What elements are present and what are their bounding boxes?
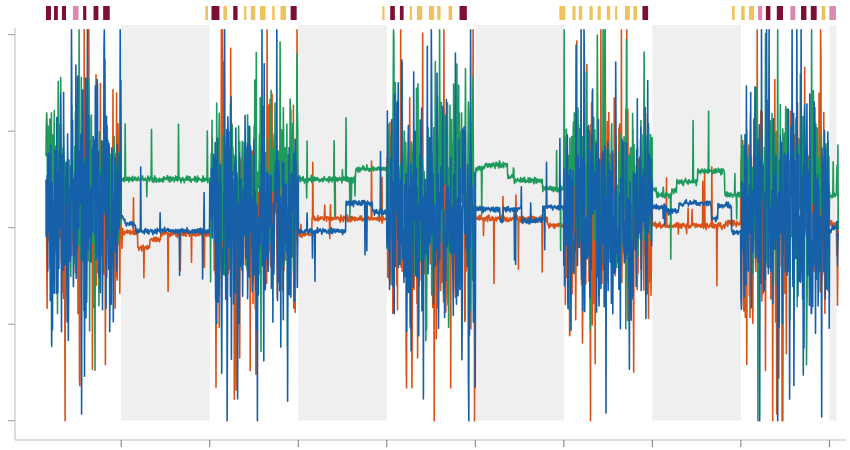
- event-bar: [758, 6, 763, 20]
- event-bar: [54, 6, 58, 20]
- event-bar: [205, 6, 209, 20]
- event-bar: [399, 6, 404, 20]
- event-bar: [633, 6, 638, 20]
- event-bars: [45, 6, 836, 20]
- event-bar: [578, 6, 583, 20]
- event-bar: [250, 6, 256, 20]
- event-bar: [776, 6, 783, 20]
- event-bar: [459, 6, 467, 20]
- event-bar: [409, 6, 412, 20]
- event-bar: [244, 6, 247, 20]
- event-bar: [829, 6, 836, 20]
- event-bar: [290, 6, 297, 20]
- event-bar: [72, 6, 79, 20]
- event-bar: [382, 6, 385, 20]
- event-bar: [732, 6, 735, 20]
- series-line-2: [45, 28, 839, 422]
- shaded-regions: [121, 25, 837, 421]
- event-bar: [741, 6, 745, 20]
- event-bar: [642, 6, 649, 20]
- event-bar: [233, 6, 238, 20]
- event-bar: [437, 6, 441, 20]
- event-bar: [61, 6, 66, 20]
- event-bar: [559, 6, 566, 20]
- event-bar: [103, 6, 110, 20]
- axes: [8, 28, 846, 447]
- event-bar: [821, 6, 826, 20]
- event-bar: [765, 6, 771, 20]
- event-bar: [606, 6, 611, 20]
- event-bar: [280, 6, 287, 20]
- series-lines: [45, 28, 840, 422]
- event-bar: [748, 6, 754, 20]
- event-bar: [810, 6, 817, 20]
- event-bar: [223, 6, 227, 20]
- event-bar: [589, 6, 593, 20]
- event-bar: [801, 6, 807, 20]
- event-bar: [83, 6, 87, 20]
- event-bar: [93, 6, 99, 20]
- event-bar: [272, 6, 275, 20]
- event-bar: [624, 6, 630, 20]
- event-bar: [790, 6, 796, 20]
- event-bar: [448, 6, 453, 20]
- event-bar: [572, 6, 576, 20]
- shaded-region: [298, 25, 387, 421]
- shaded-region: [121, 25, 210, 421]
- event-bar: [597, 6, 601, 20]
- event-bar: [416, 6, 423, 20]
- event-bar: [211, 6, 220, 20]
- event-bar: [45, 6, 51, 20]
- event-bar: [428, 6, 435, 20]
- event-bar: [390, 6, 395, 20]
- event-bar: [260, 6, 266, 20]
- event-bar: [615, 6, 618, 20]
